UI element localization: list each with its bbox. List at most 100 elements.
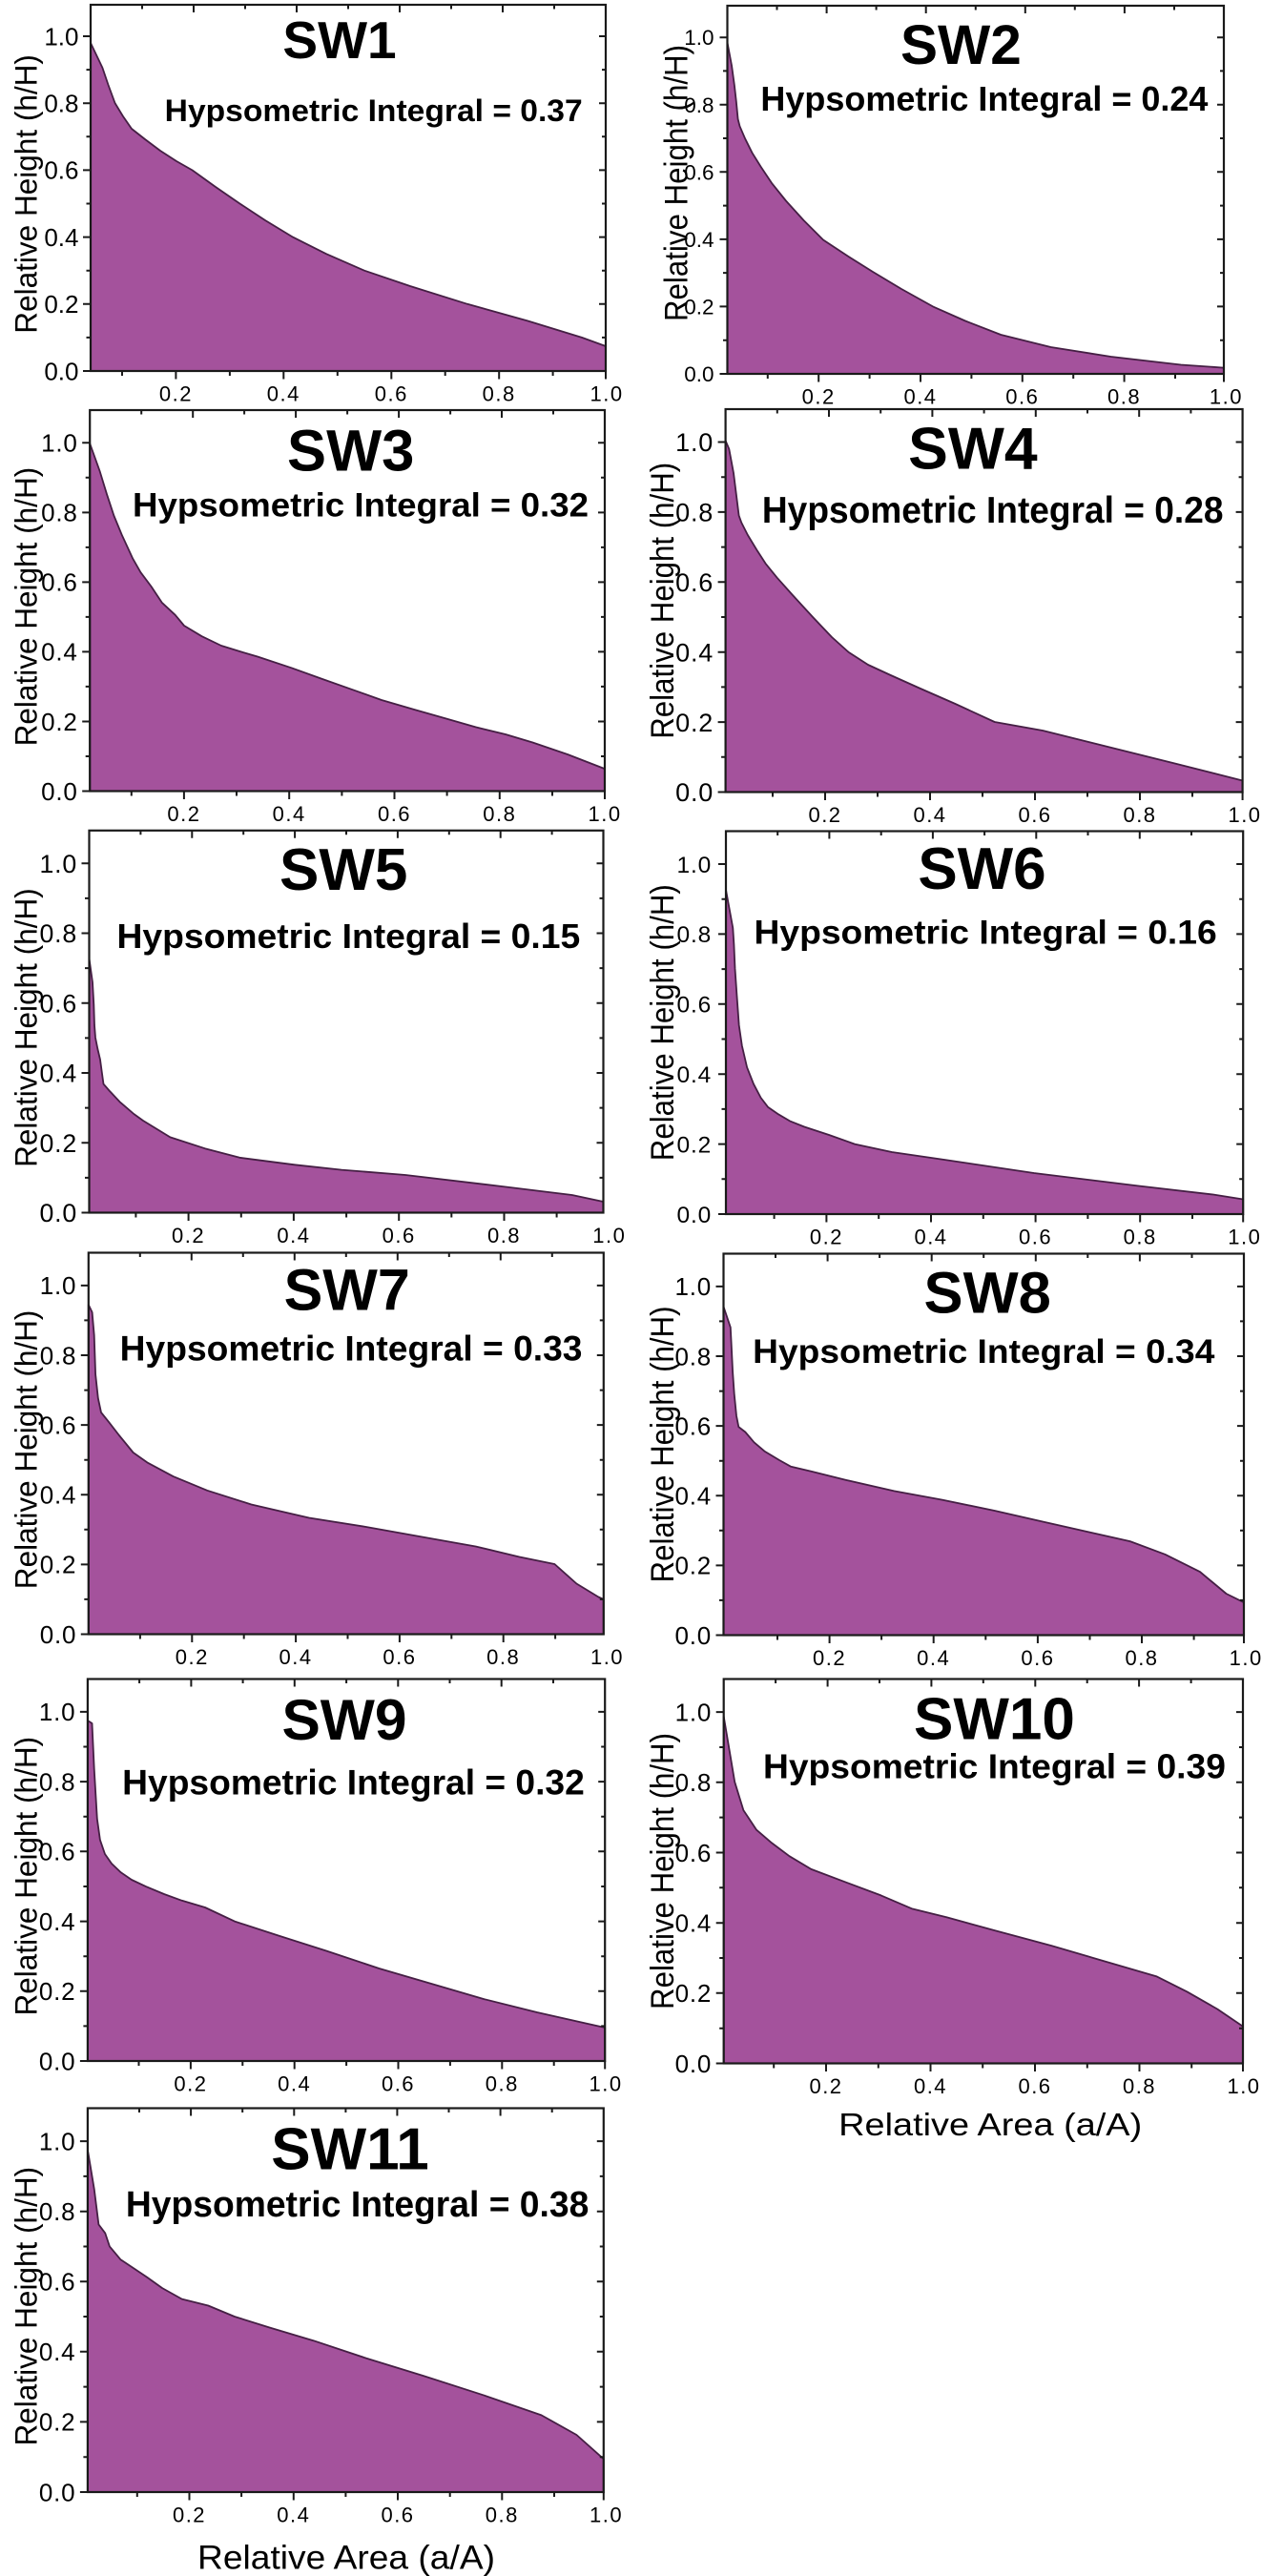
svg-text:0.4: 0.4	[677, 1062, 712, 1088]
svg-text:SW6: SW6	[918, 836, 1045, 902]
svg-text:0.4: 0.4	[675, 1909, 713, 1938]
svg-text:1.0: 1.0	[590, 2072, 623, 2096]
svg-text:0.6: 0.6	[382, 2072, 415, 2096]
svg-text:0.6: 0.6	[375, 382, 408, 406]
svg-text:0.8: 0.8	[684, 93, 714, 117]
svg-text:Hypsometric Integral = 0.37: Hypsometric Integral = 0.37	[165, 93, 583, 128]
svg-text:1.0: 1.0	[1228, 1226, 1261, 1249]
svg-text:0.2: 0.2	[674, 1552, 712, 1580]
svg-text:0.2: 0.2	[40, 1551, 77, 1579]
svg-text:SW10: SW10	[914, 1687, 1075, 1753]
svg-text:0.6: 0.6	[40, 1411, 77, 1439]
svg-text:1.0: 1.0	[675, 1698, 713, 1726]
svg-text:0.8: 0.8	[483, 382, 516, 406]
svg-text:Hypsometric Integral = 0.16: Hypsometric Integral = 0.16	[755, 915, 1217, 952]
svg-text:0.4: 0.4	[914, 2074, 947, 2098]
svg-text:0.6: 0.6	[675, 568, 714, 597]
svg-text:0.0: 0.0	[40, 1199, 78, 1227]
svg-text:0.8: 0.8	[40, 919, 78, 948]
svg-text:1.0: 1.0	[1230, 1646, 1262, 1670]
svg-text:0.8: 0.8	[677, 922, 712, 948]
svg-text:SW1: SW1	[282, 10, 396, 70]
svg-text:0.6: 0.6	[44, 156, 78, 185]
svg-text:0.2: 0.2	[810, 1226, 843, 1249]
svg-text:Hypsometric Integral = 0.39: Hypsometric Integral = 0.39	[763, 1748, 1226, 1786]
svg-text:1.0: 1.0	[39, 2127, 76, 2155]
svg-text:Relative Height (h/H): Relative Height (h/H)	[645, 463, 681, 739]
svg-text:1.0: 1.0	[677, 853, 712, 878]
svg-text:0.4: 0.4	[40, 1060, 78, 1088]
svg-text:0.8: 0.8	[44, 90, 78, 118]
svg-text:0.6: 0.6	[383, 1645, 416, 1669]
svg-text:Relative Height (h/H): Relative Height (h/H)	[10, 888, 44, 1167]
svg-text:0.4: 0.4	[913, 803, 946, 827]
svg-text:0.4: 0.4	[684, 228, 714, 252]
svg-text:1.0: 1.0	[1210, 385, 1243, 409]
svg-text:0.4: 0.4	[40, 1481, 77, 1510]
svg-text:0.6: 0.6	[675, 1839, 713, 1867]
svg-text:0.6: 0.6	[1019, 1226, 1052, 1249]
svg-text:Hypsometric Integral = 0.15: Hypsometric Integral = 0.15	[117, 917, 581, 956]
svg-text:1.0: 1.0	[675, 428, 714, 457]
svg-text:0.6: 0.6	[1018, 803, 1051, 827]
svg-text:0.8: 0.8	[39, 1767, 76, 1796]
svg-text:1.0: 1.0	[590, 2504, 623, 2527]
svg-text:1.0: 1.0	[39, 1698, 76, 1726]
svg-text:0.6: 0.6	[39, 1838, 76, 1866]
svg-text:1.0: 1.0	[592, 1224, 626, 1247]
svg-text:Relative Area (a/A): Relative Area (a/A)	[838, 2108, 1142, 2143]
svg-text:0.8: 0.8	[39, 2197, 76, 2226]
svg-text:0.2: 0.2	[172, 1224, 205, 1247]
svg-text:0.2: 0.2	[167, 802, 200, 826]
svg-text:0.4: 0.4	[267, 382, 300, 406]
svg-text:Relative Height (h/H): Relative Height (h/H)	[645, 1733, 681, 2009]
svg-text:0.2: 0.2	[41, 708, 78, 736]
svg-text:Relative Height (h/H): Relative Height (h/H)	[10, 1737, 44, 2016]
svg-text:SW3: SW3	[287, 419, 414, 484]
svg-text:1.0: 1.0	[1228, 803, 1261, 827]
svg-text:1.0: 1.0	[1227, 2074, 1260, 2098]
svg-text:0.4: 0.4	[278, 2072, 311, 2096]
svg-text:0.6: 0.6	[677, 993, 712, 1019]
svg-text:Relative Height (h/H): Relative Height (h/H)	[10, 467, 44, 747]
svg-text:0.0: 0.0	[675, 2050, 713, 2078]
svg-text:0.4: 0.4	[279, 1645, 313, 1669]
svg-text:0.8: 0.8	[1123, 803, 1156, 827]
svg-text:0.8: 0.8	[487, 1224, 521, 1247]
svg-text:Relative Height (h/H): Relative Height (h/H)	[645, 1307, 681, 1583]
svg-text:0.8: 0.8	[1123, 2074, 1156, 2098]
svg-text:Relative Height (h/H): Relative Height (h/H)	[645, 884, 681, 1161]
svg-text:0.6: 0.6	[1021, 1646, 1054, 1670]
svg-text:0.2: 0.2	[159, 382, 193, 406]
svg-text:SW7: SW7	[284, 1258, 410, 1323]
svg-text:SW9: SW9	[281, 1687, 406, 1752]
svg-text:0.8: 0.8	[486, 1645, 520, 1669]
svg-text:0.0: 0.0	[41, 777, 78, 806]
svg-text:Relative Area (a/A): Relative Area (a/A)	[197, 2539, 495, 2576]
svg-text:0.0: 0.0	[674, 1621, 712, 1650]
svg-text:Relative Height (h/H): Relative Height (h/H)	[10, 1310, 44, 1590]
svg-text:0.6: 0.6	[378, 802, 411, 826]
svg-text:0.8: 0.8	[1124, 1226, 1157, 1249]
svg-text:0.4: 0.4	[674, 1482, 712, 1511]
svg-text:0.8: 0.8	[674, 1342, 712, 1370]
svg-text:0.4: 0.4	[277, 1224, 310, 1247]
svg-text:0.0: 0.0	[39, 2047, 76, 2075]
svg-text:Relative Height (h/H): Relative Height (h/H)	[10, 54, 44, 334]
svg-text:Hypsometric Integral = 0.33: Hypsometric Integral = 0.33	[120, 1329, 583, 1369]
svg-text:SW8: SW8	[924, 1261, 1051, 1327]
svg-text:0.2: 0.2	[40, 1129, 78, 1158]
svg-text:1.0: 1.0	[590, 1645, 624, 1669]
svg-text:0.2: 0.2	[675, 709, 714, 737]
svg-text:0.2: 0.2	[176, 1645, 209, 1669]
svg-text:0.6: 0.6	[684, 160, 714, 184]
svg-text:Hypsometric Integral = 0.24: Hypsometric Integral = 0.24	[760, 79, 1209, 118]
svg-text:0.2: 0.2	[684, 296, 714, 319]
svg-text:1.0: 1.0	[41, 429, 78, 458]
svg-text:0.6: 0.6	[1018, 2074, 1051, 2098]
svg-text:0.0: 0.0	[44, 357, 78, 385]
svg-text:0.0: 0.0	[684, 362, 714, 386]
svg-text:1.0: 1.0	[44, 22, 78, 51]
svg-text:0.8: 0.8	[1125, 1646, 1158, 1670]
svg-text:0.0: 0.0	[39, 2478, 76, 2506]
